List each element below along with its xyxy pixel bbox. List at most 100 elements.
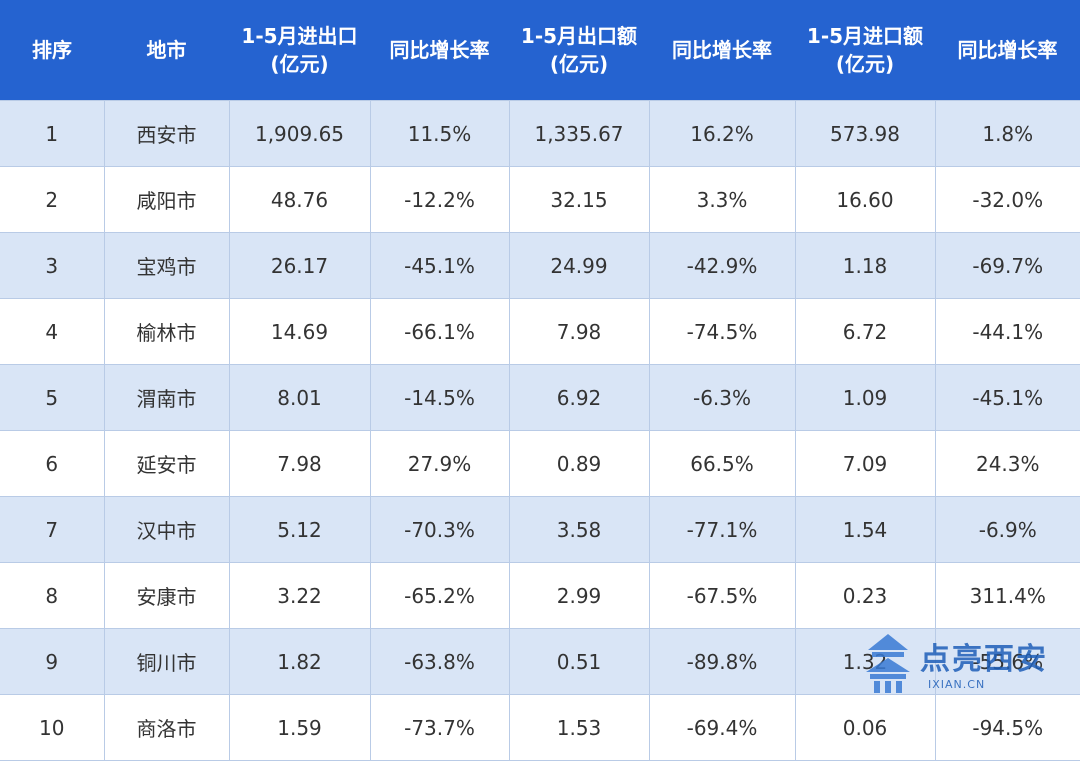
table-cell: -66.1% [369,298,510,365]
table-cell: -45.1% [934,364,1080,431]
table-cell: 1 [0,100,105,167]
table-cell: 26.17 [228,232,371,299]
column-header-line1: 1-5月进出口 [241,24,358,48]
column-header: 同比增长率 [649,0,795,101]
column-header-line1: 地市 [146,38,187,62]
table-body: 1 西安市 1,909.65 11.5% 1,335.67 16.2% 573.98 1.8%… [0,100,1080,761]
table-cell: 3 [0,232,105,299]
table-cell: -73.7% [369,694,510,761]
column-header: 1-5月出口额 (亿元) [509,0,649,101]
table-cell: 7.98 [508,298,650,365]
table-cell: 1.32 [794,628,936,695]
table-cell: 3.58 [508,496,650,563]
column-header-line1: 1-5月出口额 [520,24,638,48]
table-cell: 0.89 [508,430,650,497]
table-cell: 0.51 [508,628,650,695]
table-cell: 1,909.65 [228,100,371,167]
table-cell: 6.92 [508,364,650,431]
table-cell: -65.2% [369,562,510,629]
table-cell: 24.3% [934,430,1080,497]
table-cell: 27.9% [369,430,510,497]
table-row: 6 延安市 7.98 27.9% 0.89 66.5% 7.09 24.3% [0,430,1080,497]
table-cell: -12.2% [369,166,510,233]
table-cell: 1,335.67 [508,100,650,167]
table-cell: 安康市 [103,562,230,629]
table-row: 10 商洛市 1.59 -73.7% 1.53 -69.4% 0.06 -94.5% [0,694,1080,761]
table-row: 9 铜川市 1.82 -63.8% 0.51 -89.8% 1.32 -55.6% [0,628,1080,695]
table-cell: 1.53 [508,694,650,761]
table-cell: -74.5% [648,298,796,365]
column-header-line1: 1-5月进口额 [806,24,924,48]
table-row: 7 汉中市 5.12 -70.3% 3.58 -77.1% 1.54 -6.9% [0,496,1080,563]
table-cell: 7 [0,496,105,563]
table-cell: 48.76 [228,166,371,233]
table-cell: 32.15 [508,166,650,233]
table-cell: 311.4% [934,562,1080,629]
table-cell: -77.1% [648,496,796,563]
column-header-line1: 同比增长率 [672,38,772,62]
table-cell: 5 [0,364,105,431]
column-header-line2: (亿元) [270,52,329,76]
watermark-url: IXIAN.CN [928,678,986,691]
table-cell: -69.4% [648,694,796,761]
table-cell: -6.3% [648,364,796,431]
column-header: 同比增长率 [935,0,1080,101]
table-cell: 4 [0,298,105,365]
table-cell: 6 [0,430,105,497]
table-cell: 0.23 [794,562,936,629]
table-cell: 14.69 [228,298,371,365]
table-cell: 16.2% [648,100,796,167]
watermark: 点亮西安 IXIAN.CN [862,628,1062,700]
table-cell: 5.12 [228,496,371,563]
column-header: 1-5月进口额 (亿元) [795,0,935,101]
column-header: 地市 [104,0,229,101]
table-cell: -69.7% [934,232,1080,299]
table-cell: 1.18 [794,232,936,299]
building-logo-icon [866,634,910,693]
table-cell: 9 [0,628,105,695]
table-cell: 咸阳市 [103,166,230,233]
table-cell: -67.5% [648,562,796,629]
table-cell: 8.01 [228,364,371,431]
column-header-line1: 同比增长率 [389,38,490,62]
table-cell: -94.5% [934,694,1080,761]
table-cell: -42.9% [648,232,796,299]
table-cell: -44.1% [934,298,1080,365]
table-cell: -63.8% [369,628,510,695]
table-cell: 10 [0,694,105,761]
table-row: 8 安康市 3.22 -65.2% 2.99 -67.5% 0.23 311.4% [0,562,1080,629]
column-header-line1: 排序 [32,38,72,62]
table-cell: 16.60 [794,166,936,233]
table-cell: 8 [0,562,105,629]
table-cell: 1.82 [228,628,371,695]
table-cell: -89.8% [648,628,796,695]
table-cell: 3.3% [648,166,796,233]
table-cell: 1.8% [934,100,1080,167]
column-header: 1-5月进出口 (亿元) [229,0,370,101]
table-cell: 宝鸡市 [103,232,230,299]
table-cell: -14.5% [369,364,510,431]
table-cell: 6.72 [794,298,936,365]
table-cell: 11.5% [369,100,510,167]
header-row: 排序 地市 1-5月进出口 (亿元) 同比增长率 1-5月出口额 (亿元) 同比增长率 1-5月… [0,0,1080,101]
table-cell: 0.06 [794,694,936,761]
table-cell: 573.98 [794,100,936,167]
table-cell: 延安市 [103,430,230,497]
table-cell: 榆林市 [103,298,230,365]
column-header: 排序 [0,0,104,101]
table-cell: 1.59 [228,694,371,761]
table-cell: 西安市 [103,100,230,167]
table-row: 2 咸阳市 48.76 -12.2% 32.15 3.3% 16.60 -32.0% [0,166,1080,233]
table-cell: 66.5% [648,430,796,497]
column-header-line2: (亿元) [549,52,609,76]
table-row: 1 西安市 1,909.65 11.5% 1,335.67 16.2% 573.98 1.8% [0,100,1080,167]
table-row: 3 宝鸡市 26.17 -45.1% 24.99 -42.9% 1.18 -69.7% [0,232,1080,299]
watermark-title: 点亮西安 [920,642,1048,677]
table-cell: 1.09 [794,364,936,431]
column-header: 同比增长率 [370,0,509,101]
table-cell: 汉中市 [103,496,230,563]
table-cell: -32.0% [934,166,1080,233]
table-cell: 24.99 [508,232,650,299]
table-cell: -70.3% [369,496,510,563]
table-cell: -45.1% [369,232,510,299]
